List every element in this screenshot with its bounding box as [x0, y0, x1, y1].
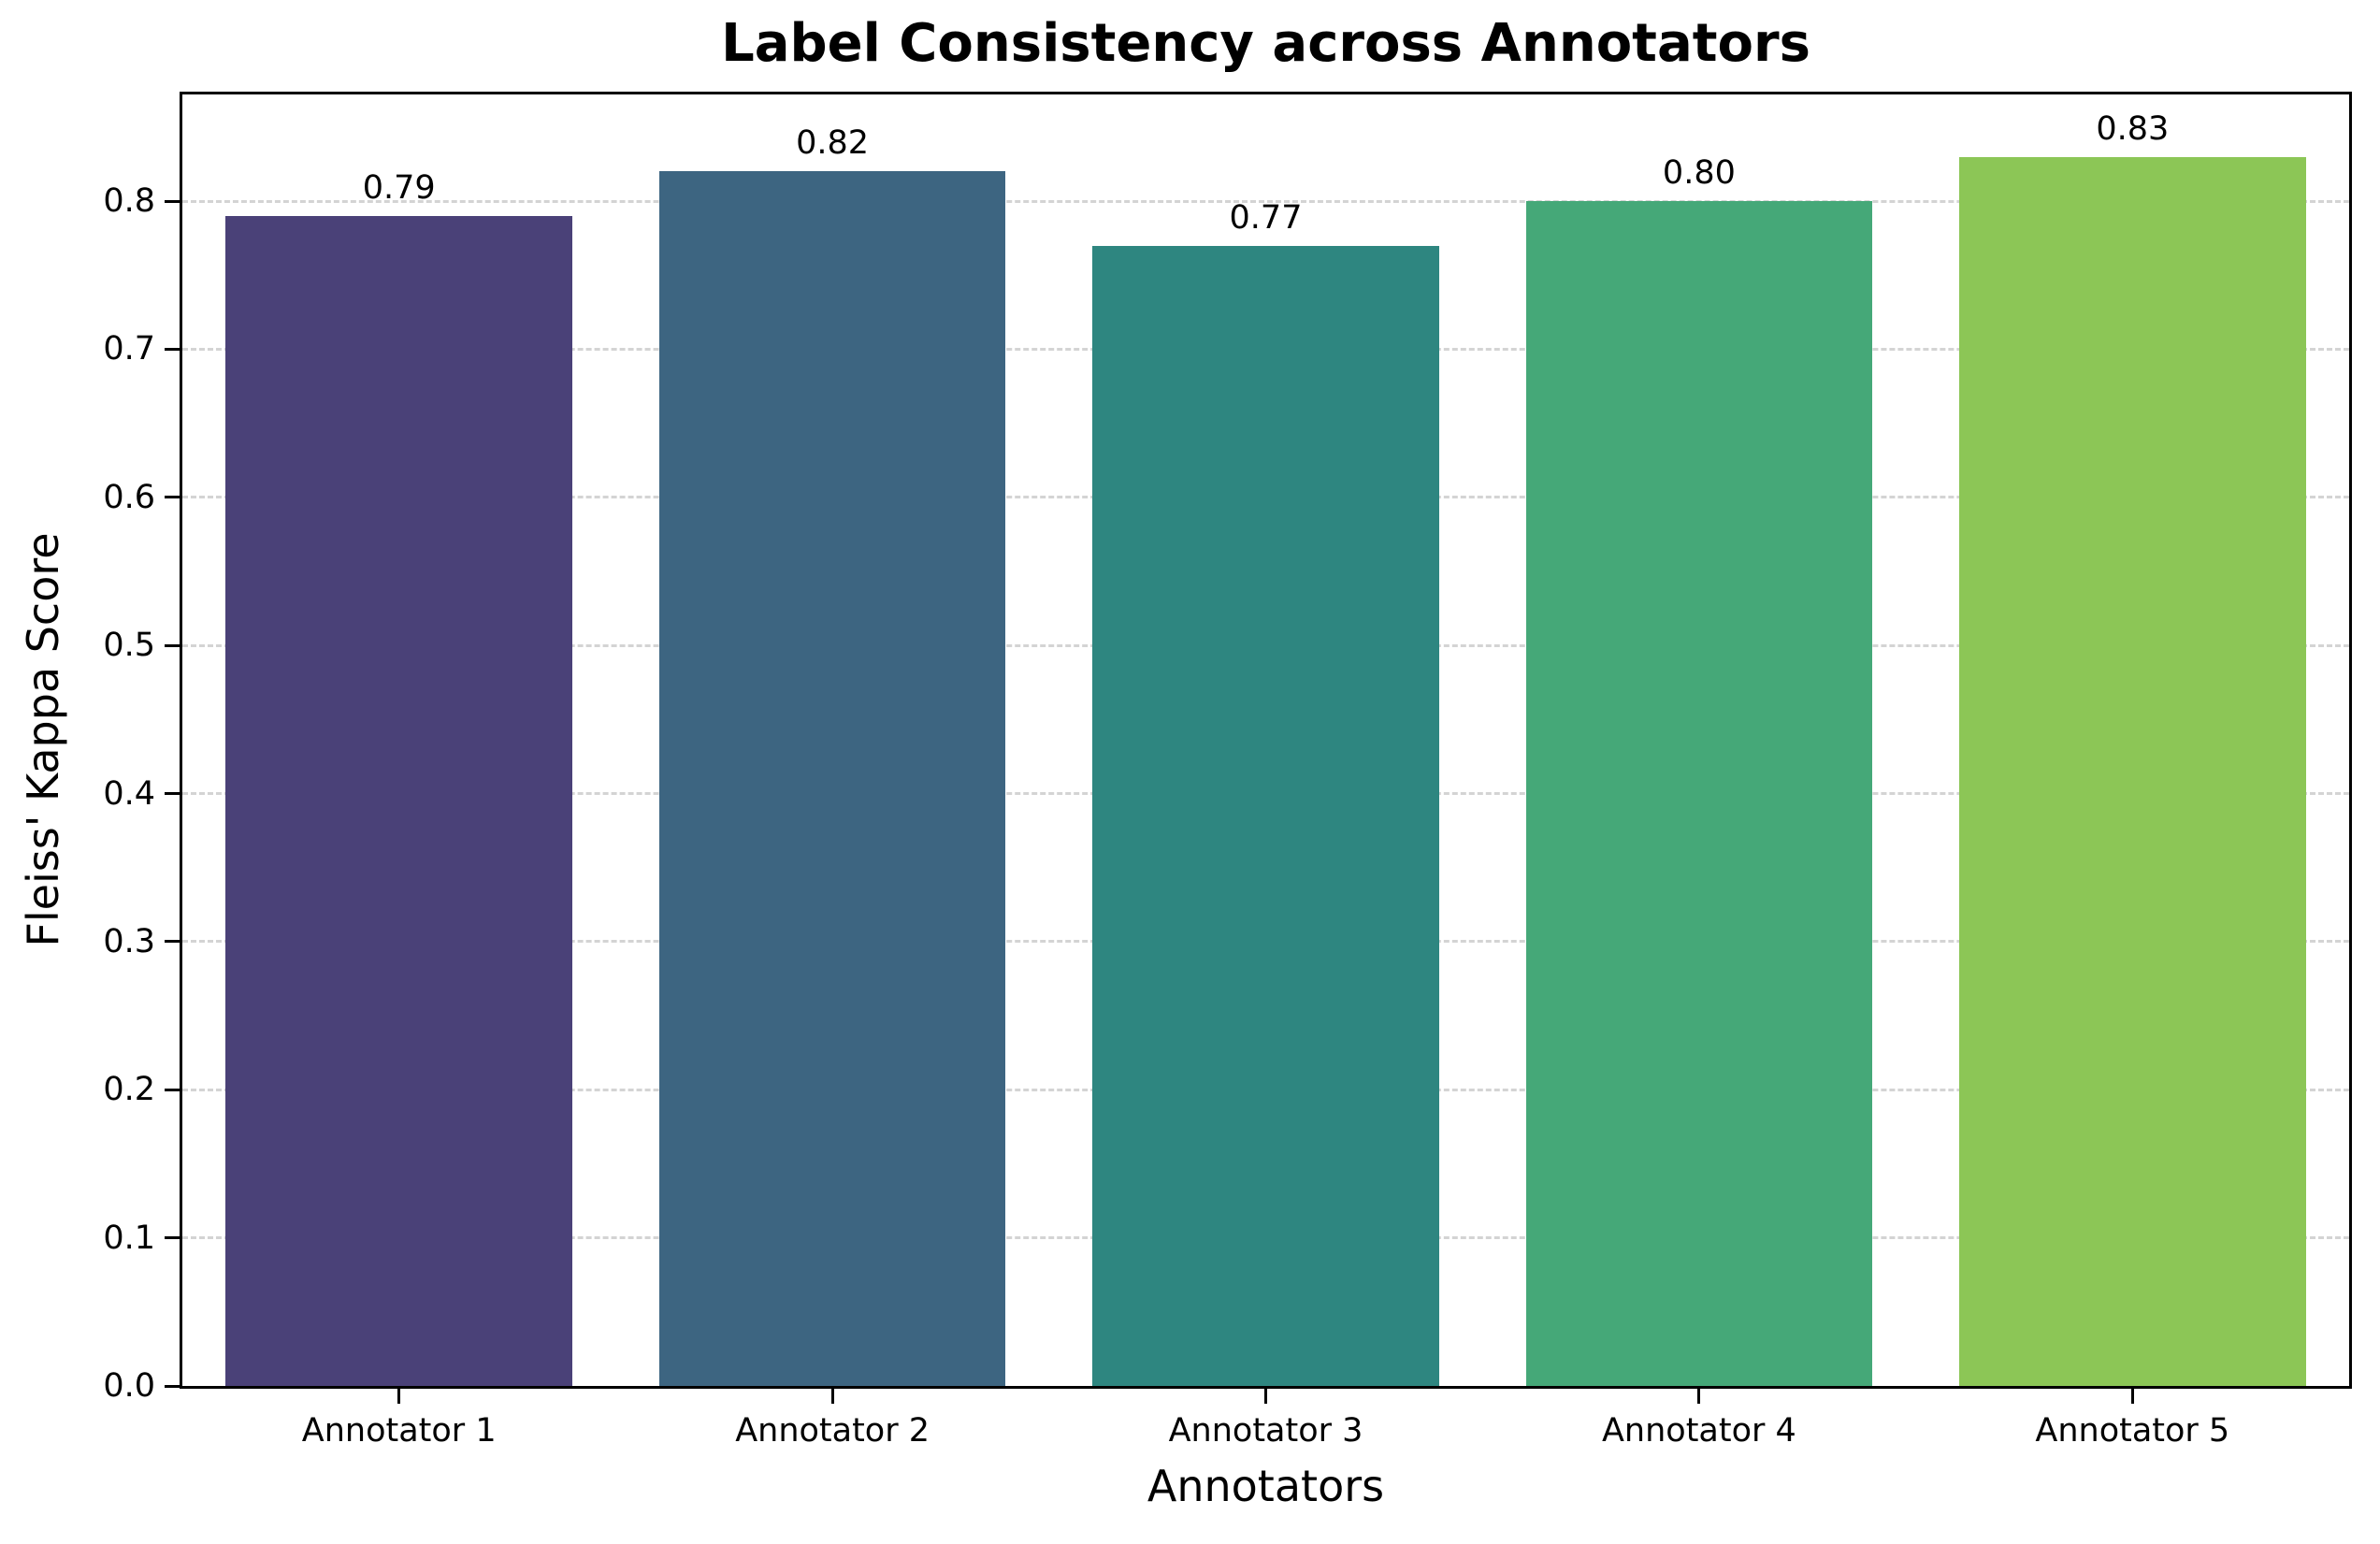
y-tick-mark [165, 940, 180, 944]
x-tick-mark [2130, 1389, 2134, 1404]
y-tick-mark [165, 496, 180, 499]
x-tick-mark [830, 1389, 834, 1404]
bar-value-label: 0.82 [796, 124, 870, 163]
y-tick-label: 0.3 [103, 922, 155, 960]
plot-area: 0.79 0.82 0.77 0.80 0.83 [180, 92, 2352, 1389]
y-tick-mark [165, 347, 180, 351]
bar-value-label: 0.77 [1229, 198, 1303, 237]
bar-value-label: 0.79 [362, 168, 436, 207]
y-tick-mark [165, 199, 180, 203]
x-tick-label: Annotator 2 [735, 1412, 930, 1450]
x-tick-mark [397, 1389, 401, 1404]
y-tick-mark [165, 643, 180, 647]
bar [1958, 156, 2306, 1386]
bar [225, 215, 573, 1386]
gridline [182, 199, 2349, 203]
y-tick-label: 0.4 [103, 774, 155, 813]
x-tick-label: Annotator 3 [1168, 1412, 1363, 1450]
x-tick-label: Annotator 5 [2035, 1412, 2230, 1450]
x-axis-label: Annotators [1147, 1461, 1385, 1511]
bar-value-label: 0.80 [1662, 154, 1736, 193]
y-tick-label: 0.1 [103, 1219, 155, 1257]
x-tick-mark [1264, 1389, 1267, 1404]
y-axis-label-text: Fleiss' Kappa Score [18, 532, 68, 947]
y-tick-mark [165, 1088, 180, 1091]
y-tick-mark [165, 1384, 180, 1388]
y-tick-label: 0.2 [103, 1071, 155, 1109]
chart-title: Label Consistency across Annotators [721, 13, 1810, 74]
y-tick-label: 0.8 [103, 182, 155, 221]
y-tick-label: 0.0 [103, 1367, 155, 1405]
bar [1092, 245, 1439, 1386]
bar [1525, 201, 1873, 1386]
x-tick-label: Annotator 1 [301, 1412, 497, 1450]
y-tick-label: 0.6 [103, 478, 155, 516]
bar [658, 171, 1006, 1386]
x-tick-label: Annotator 4 [1601, 1412, 1796, 1450]
y-tick-mark [165, 792, 180, 795]
bar-value-label: 0.83 [2096, 109, 2170, 148]
x-tick-mark [1697, 1389, 1701, 1404]
y-tick-label: 0.7 [103, 330, 155, 368]
y-tick-mark [165, 1236, 180, 1240]
y-tick-label: 0.5 [103, 627, 155, 665]
